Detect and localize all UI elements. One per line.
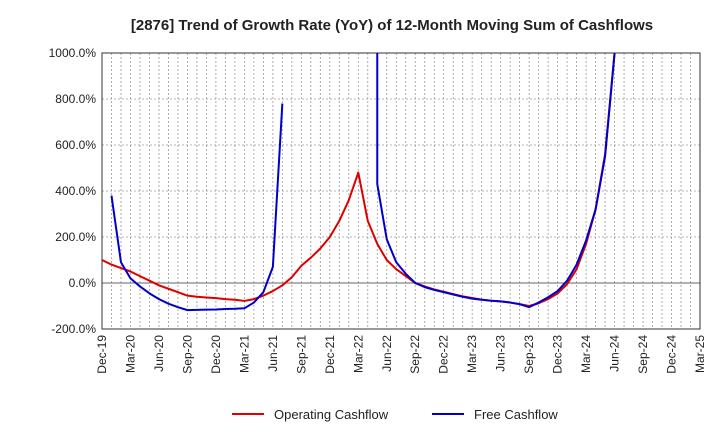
legend-label: Operating Cashflow [274,407,389,422]
axes: -200.0% 0.0% 200.0% 400.0% 600.0% 800.0% 1000.… [49,46,707,374]
y-tick-label: 400.0% [55,184,96,198]
y-tick-label: -200.0% [51,322,96,336]
grid [101,52,701,330]
y-tick-label: 200.0% [55,230,96,244]
x-tick-label: Dec-22 [437,335,451,374]
x-tick-label: Mar-22 [351,335,365,373]
series-line-free-cashflow [110,103,284,312]
x-tick-label: Dec-23 [551,335,565,374]
plot-frame [101,52,701,330]
x-tick-label: Sep-23 [522,335,536,374]
series-line-free-cashflow [376,53,616,309]
x-tick-label: Sep-22 [408,335,422,374]
y-tick-label: 800.0% [55,92,96,106]
x-tick-label: Mar-21 [237,335,251,373]
x-tick-label: Mar-24 [579,335,593,373]
x-tick-label: Mar-23 [465,335,479,373]
x-tick-label: Mar-20 [123,335,137,373]
x-tick-label: Dec-19 [95,335,109,374]
x-tick-label: Sep-24 [636,335,650,374]
y-tick-label: 600.0% [55,138,96,152]
y-tick-label: 1000.0% [49,46,97,60]
x-tick-label: Dec-24 [665,335,679,374]
x-tick-label: Jun-21 [266,335,280,372]
x-tick-label: Jun-24 [608,335,622,372]
x-tick-label: Sep-20 [180,335,194,374]
y-tick-label: 0.0% [69,276,97,290]
x-tick-label: Dec-21 [323,335,337,374]
series-line-operating-cashflow [102,53,616,307]
legend-label: Free Cashflow [474,407,558,422]
x-tick-label: Mar-25 [693,335,707,373]
chart-title: [2876] Trend of Growth Rate (YoY) of 12-… [131,17,653,34]
x-tick-label: Dec-20 [209,335,223,374]
x-tick-label: Sep-21 [294,335,308,374]
x-tick-label: Jun-23 [494,335,508,372]
legend: Operating Cashflow Free Cashflow [232,407,558,422]
series-lines [102,53,616,312]
x-tick-label: Jun-20 [152,335,166,372]
x-tick-label: Jun-22 [380,335,394,372]
